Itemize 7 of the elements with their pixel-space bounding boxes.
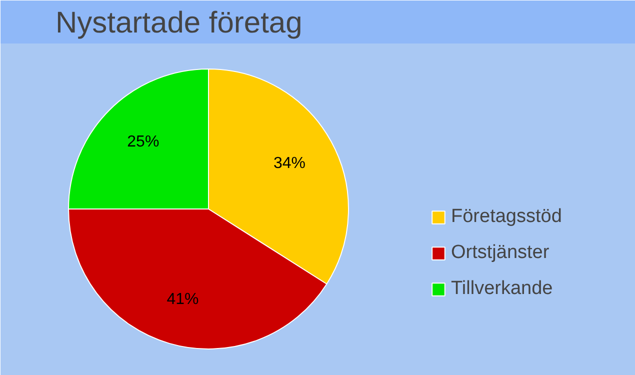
legend-label: Företagsstöd <box>451 206 562 228</box>
legend-label: Tillverkande <box>451 278 553 300</box>
chart-title: Nystartade företag <box>56 6 302 40</box>
legend-label: Ortstjänster <box>451 242 550 264</box>
data-label: 41% <box>166 291 199 308</box>
data-label: 34% <box>273 155 306 172</box>
data-label: 25% <box>127 134 160 151</box>
